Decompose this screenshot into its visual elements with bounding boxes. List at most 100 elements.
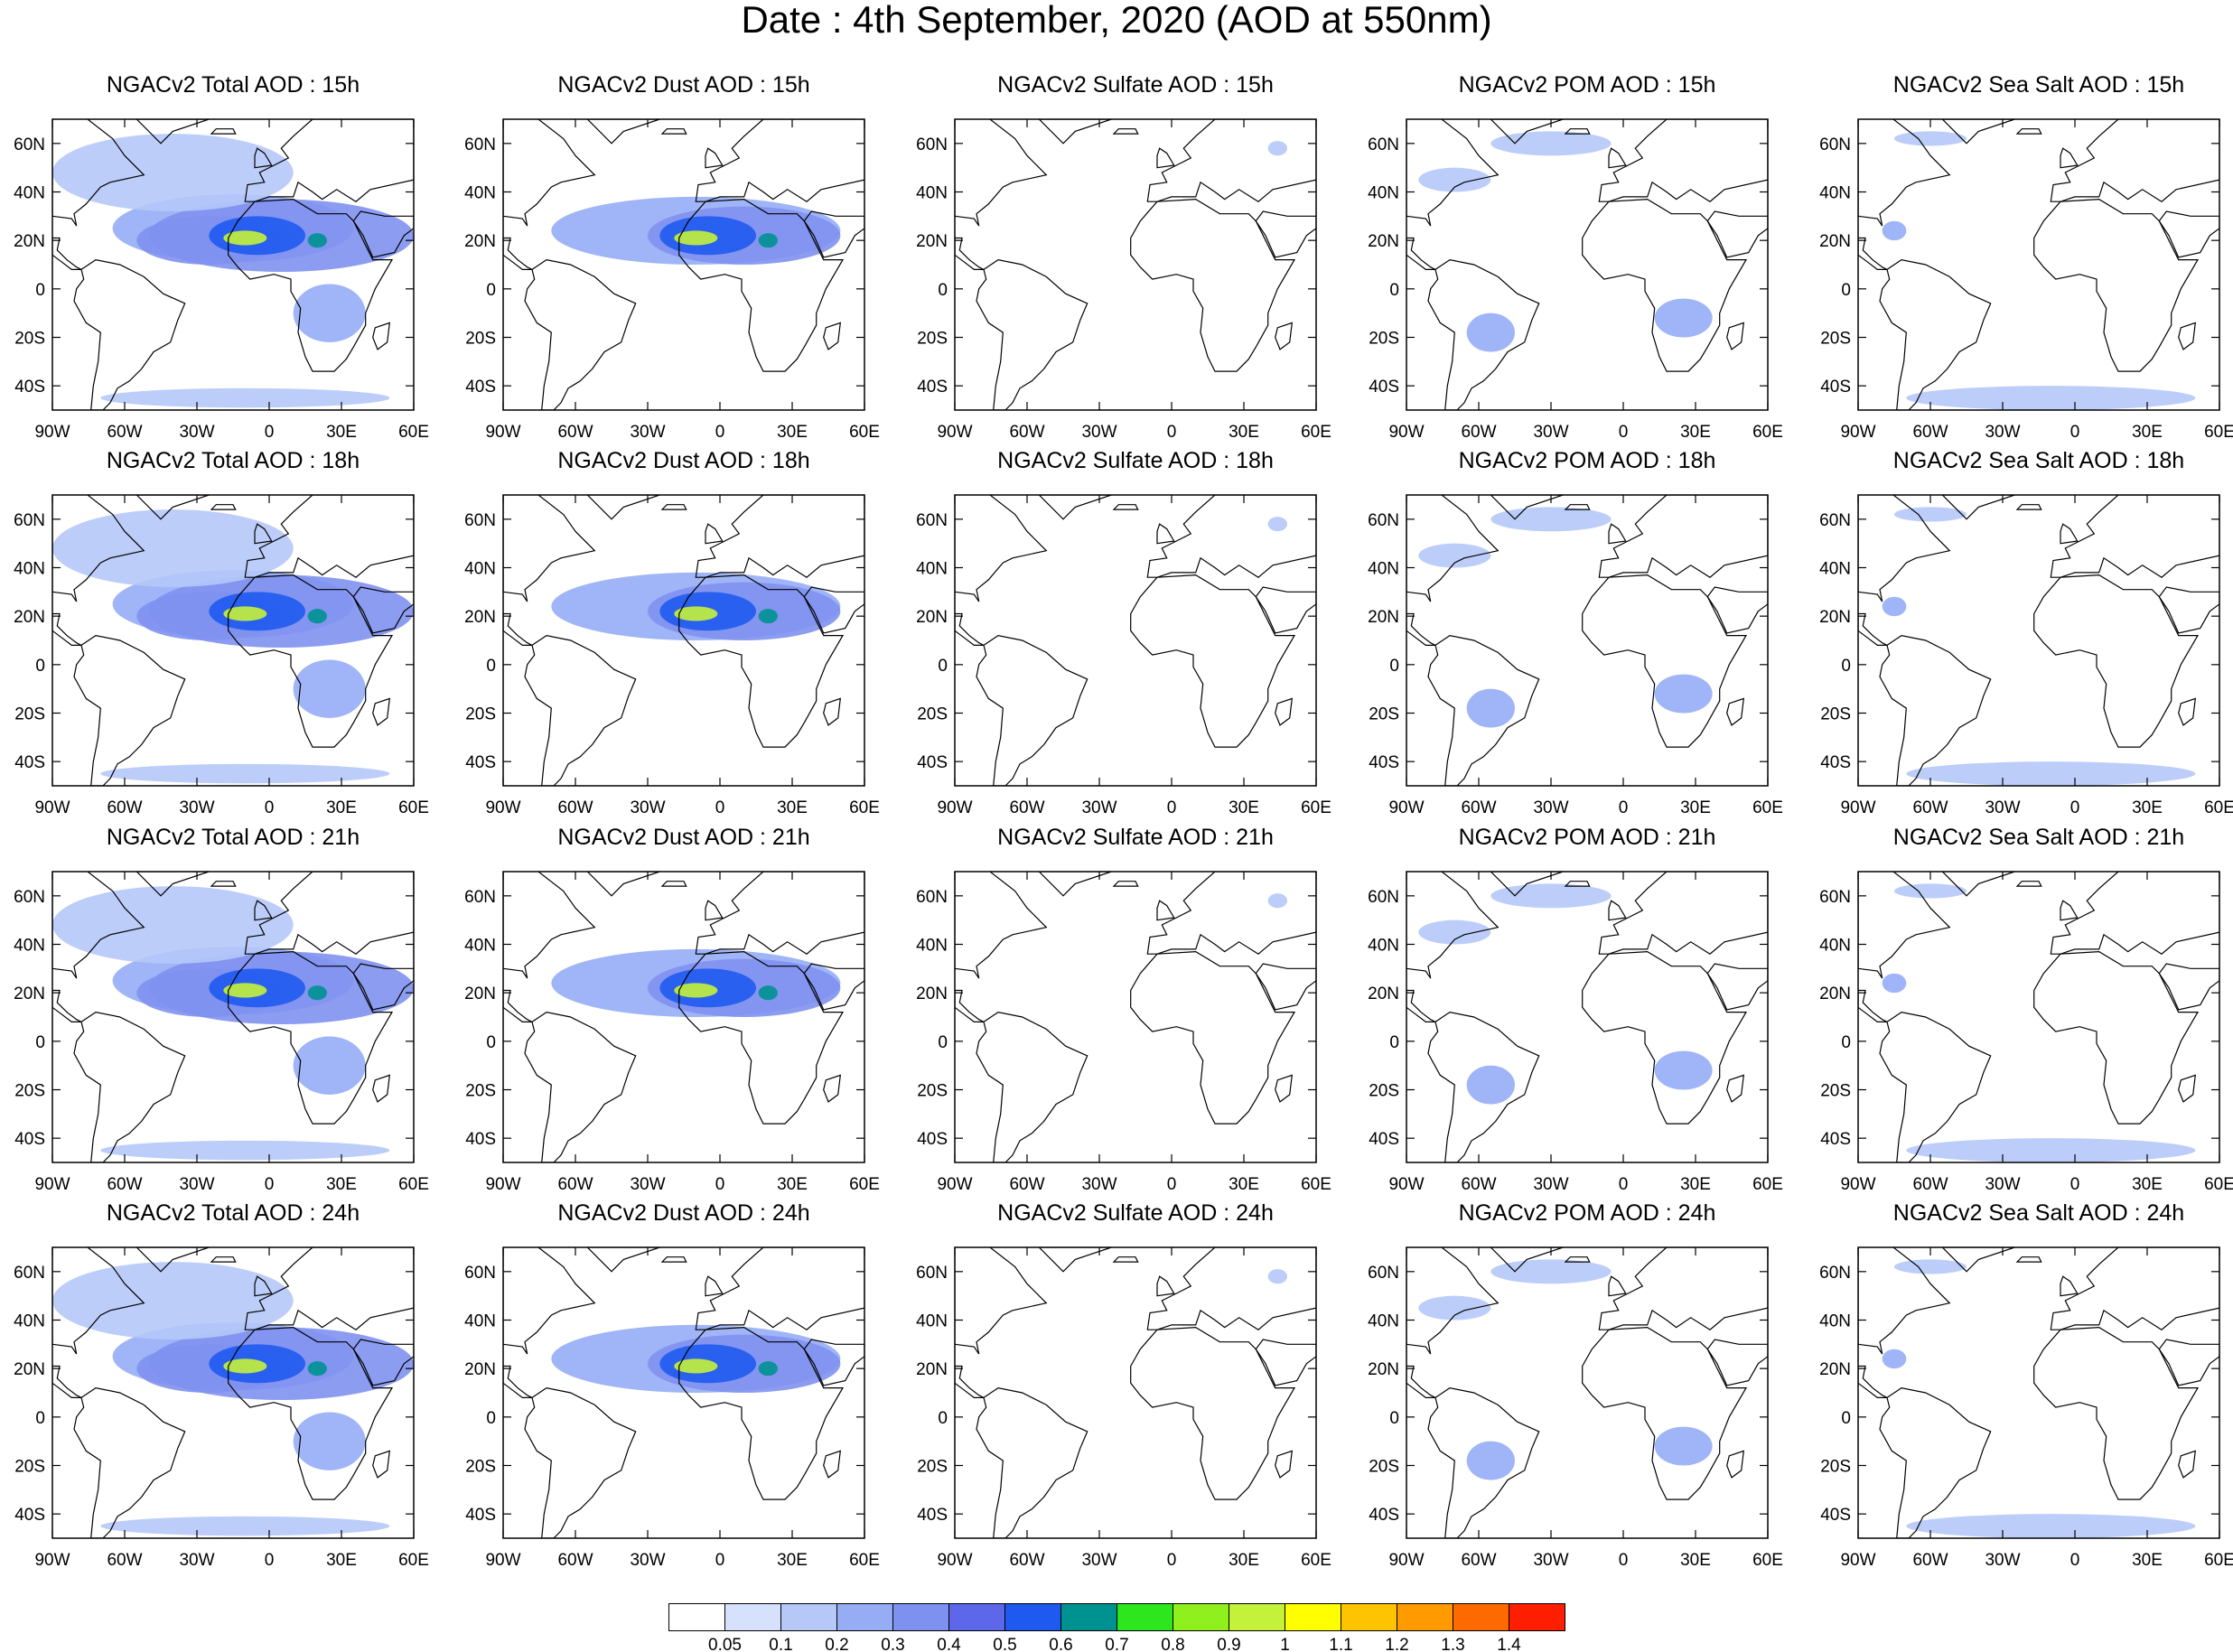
colorbar-label: 0.9 (1217, 1636, 1240, 1652)
x-tick-label: 60W (1461, 1551, 1496, 1570)
madagascar-outline (2178, 1074, 2197, 1103)
arabia-outline (1255, 210, 1316, 258)
map-plot: 90W 60W 30W 0 30E 60E 60N 40N 20N 0 20S 40S (1819, 1246, 2233, 1570)
y-tick-label: 0 (35, 1033, 45, 1052)
plot-frame (954, 871, 1317, 1163)
iceland-outline (1112, 881, 1139, 887)
x-tick-label: 0 (715, 798, 725, 817)
panel-title: NGACv2 Sulfate AOD : 24h (997, 1200, 1274, 1226)
y-tick-label: 40S (465, 753, 496, 772)
plot-frame (502, 1246, 865, 1539)
x-tick-label: 90W (937, 1551, 972, 1570)
north-america-outline (52, 495, 145, 602)
arabia-outline (352, 1339, 414, 1386)
x-tick-label: 30W (630, 423, 665, 442)
madagascar-outline (1726, 697, 1745, 726)
colorbar-swatch (1509, 1603, 1565, 1631)
iceland-outline (1564, 1256, 1591, 1263)
y-tick-label: 0 (35, 281, 45, 300)
x-tick-label: 30E (1680, 423, 1711, 442)
x-tick-label: 90W (34, 798, 70, 817)
x-tick-label: 60W (1461, 1175, 1496, 1194)
aod-region (1490, 131, 1612, 156)
south-america-outline (976, 1011, 1088, 1162)
x-tick-label: 60W (107, 798, 142, 817)
y-tick-label: 60N (1368, 135, 1399, 154)
y-tick-label: 40N (14, 1312, 45, 1331)
africa-outline (2033, 1326, 2200, 1500)
y-tick-label: 40S (465, 378, 496, 397)
greenland-outline (1038, 119, 1112, 145)
panel-title: NGACv2 Dust AOD : 18h (557, 448, 810, 473)
europe-outline (2050, 119, 2219, 202)
colorbar-label: 0.7 (1105, 1636, 1128, 1652)
aod-region (223, 983, 267, 998)
x-tick-label: 90W (1840, 798, 1875, 817)
x-tick-label: 60W (1461, 798, 1496, 817)
panel-title: NGACv2 POM AOD : 24h (1458, 1200, 1716, 1226)
colorbar-label: 0.4 (937, 1636, 961, 1652)
x-tick-label: 60E (398, 1551, 429, 1570)
aod-region (1906, 386, 2196, 410)
aod-region (1654, 1050, 1713, 1090)
map-plot: 90W 60W 30W 0 30E 60E 60N 40N 20N 0 20S 40S (464, 118, 880, 442)
y-tick-label: 20N (14, 608, 45, 627)
madagascar-outline (1726, 322, 1745, 350)
iceland-outline (210, 881, 237, 887)
y-tick-label: 60N (14, 511, 45, 530)
x-tick-label: 60E (849, 1175, 880, 1194)
british-isles-outline (2060, 523, 2079, 545)
plot-frame (51, 871, 415, 1163)
aod-region (1894, 883, 1967, 899)
y-tick-label: 20N (916, 608, 948, 627)
aod-region (52, 134, 294, 211)
x-tick-label: 90W (1388, 423, 1424, 442)
x-tick-label: 60W (557, 1551, 593, 1570)
aod-region (293, 1036, 366, 1095)
colorbar-label: 1 (1280, 1636, 1290, 1652)
y-tick-label: 40S (14, 753, 45, 772)
map-background (955, 119, 1316, 410)
aod-region (1882, 1349, 1907, 1369)
madagascar-outline (2178, 697, 2197, 726)
south-america-outline (524, 1011, 637, 1162)
x-tick-label: 0 (1619, 798, 1629, 817)
map-plot: 90W 60W 30W 0 30E 60E 60N 40N 20N 0 20S 40S (916, 1246, 1331, 1570)
aod-region (1882, 596, 1907, 617)
south-america-outline (1427, 258, 1540, 410)
x-tick-label: 30W (1081, 1551, 1116, 1570)
map-plot: 90W 60W 30W 0 30E 60E 60N 40N 20N 0 20S 40S (14, 118, 429, 442)
south-america-outline (73, 634, 186, 786)
europe-outline (1146, 119, 1316, 202)
y-tick-label: 40S (917, 1130, 948, 1149)
y-tick-label: 20S (465, 1458, 496, 1477)
y-tick-label: 20N (916, 232, 948, 251)
europe-outline (1146, 872, 1316, 955)
y-tick-label: 60N (464, 135, 496, 154)
x-tick-label: 60W (1912, 423, 1948, 442)
x-tick-label: 30E (326, 1175, 357, 1194)
colorbar: 0.05 0.1 0.2 0.3 0.4 0.5 0.6 0.7 0.8 0.9 1 1.1 1.2 1.… (668, 1603, 1565, 1652)
plot-frame (954, 494, 1317, 787)
iceland-outline (2015, 881, 2042, 887)
aod-region (1490, 507, 1612, 532)
greenland-outline (586, 1247, 660, 1273)
y-tick-label: 60N (916, 511, 948, 530)
y-tick-label: 60N (1368, 888, 1399, 907)
madagascar-outline (372, 1450, 391, 1479)
north-america-outline (52, 1247, 145, 1355)
greenland-outline (135, 495, 210, 520)
north-america-outline (52, 119, 145, 227)
aod-region (100, 387, 390, 408)
panel-title: NGACv2 POM AOD : 21h (1458, 825, 1716, 850)
x-tick-label: 60W (557, 1175, 593, 1194)
colorbar-label: 1.2 (1385, 1636, 1408, 1652)
y-tick-label: 0 (486, 1409, 496, 1428)
map-plot: 90W 60W 30W 0 30E 60E 60N 40N 20N 0 20S 40S (14, 1246, 429, 1570)
y-tick-label: 40S (917, 753, 948, 772)
panel-title: NGACv2 Sea Salt AOD : 15h (1892, 72, 2185, 98)
y-tick-label: 20S (1369, 1082, 1399, 1101)
y-tick-label: 40N (14, 560, 45, 579)
arabia-outline (1255, 963, 1316, 1011)
south-america-outline (1879, 258, 1992, 410)
